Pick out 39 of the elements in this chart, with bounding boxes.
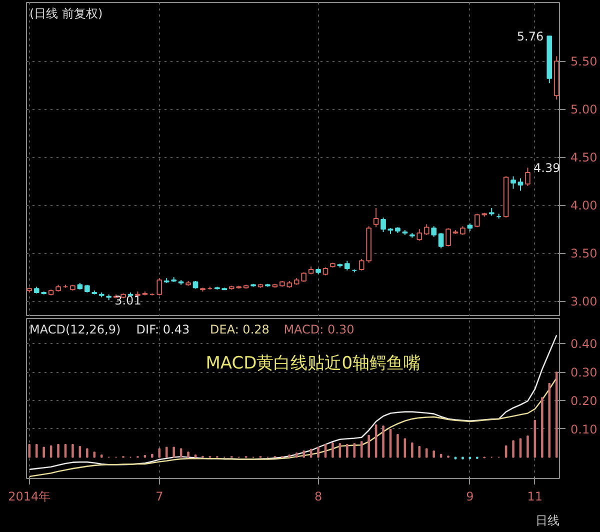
- candlestick: [358, 258, 364, 271]
- candlestick: [416, 228, 422, 242]
- candlestick: [380, 217, 386, 232]
- annotation: MACD黄白线贴近0轴鳄鱼嘴: [206, 353, 421, 374]
- candlestick: [446, 228, 451, 247]
- candlestick: [438, 232, 444, 249]
- y-tick-label: 4.50: [570, 150, 598, 165]
- candlestick: [424, 224, 430, 236]
- y-tick-label: 0.10: [570, 422, 598, 436]
- x-tick-label: 8: [314, 490, 322, 504]
- text: 日线: [536, 514, 560, 528]
- text: 3.01: [114, 294, 142, 308]
- line-series: [28, 377, 558, 478]
- chart-title: MACD(12,26,9): [30, 322, 121, 336]
- candlestick: [156, 278, 162, 296]
- text: DEA: 0.28: [210, 322, 270, 336]
- chart-title: (日线 前复权): [30, 6, 103, 20]
- candlestick: [373, 207, 379, 228]
- y-tick-label: 0.20: [570, 394, 598, 408]
- candlestick: [431, 226, 436, 238]
- candlestick: [525, 167, 530, 186]
- text: MACD: 0.30: [284, 322, 354, 336]
- candlestick: [344, 260, 350, 271]
- y-tick-label: 5.50: [570, 54, 598, 69]
- y-tick-label: 0.30: [570, 366, 598, 380]
- text: 5.76: [516, 30, 544, 44]
- y-tick-label: 0.40: [570, 337, 598, 352]
- x-tick-label: 7: [156, 490, 164, 504]
- y-tick-label: 3.50: [570, 246, 598, 261]
- text: DIF: 0.43: [136, 322, 190, 336]
- candlestick: [518, 178, 524, 192]
- x-tick-label: 9: [466, 490, 474, 504]
- y-tick-label: 5.00: [570, 102, 598, 117]
- candlestick: [510, 176, 516, 190]
- x-tick-label: 2014年: [8, 490, 51, 504]
- candlestick: [474, 213, 480, 228]
- y-tick-label: 4.00: [570, 198, 598, 213]
- x-tick-label: 11: [527, 490, 543, 504]
- y-tick-label: 3.00: [570, 294, 598, 309]
